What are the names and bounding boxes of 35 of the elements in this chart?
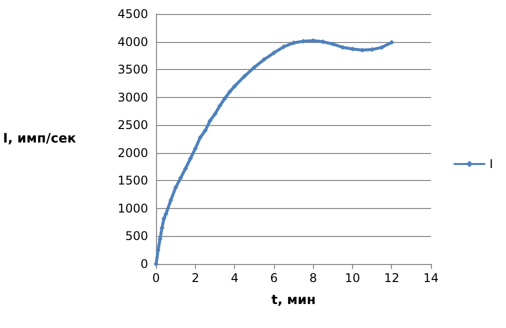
x-tick-label: 8: [309, 271, 318, 285]
point: [208, 118, 213, 124]
point: [389, 40, 394, 45]
x-tick-label: 2: [192, 271, 200, 285]
point: [227, 89, 232, 94]
x-tick-label: 14: [423, 271, 439, 285]
x-tick-label: 0: [152, 271, 160, 285]
y-tick-label: 500: [125, 229, 148, 244]
point: [178, 175, 184, 180]
point: [262, 57, 267, 62]
point: [212, 112, 218, 116]
point: [217, 103, 222, 108]
y-tick-label: 4000: [118, 34, 148, 49]
point: [202, 128, 208, 134]
x-tick-label: 4: [230, 271, 238, 285]
x-tick-label: 12: [384, 271, 400, 285]
x-axis-title: t, мин: [271, 293, 316, 308]
point: [222, 96, 228, 101]
legend-label: I: [489, 157, 494, 171]
x-tick-label: 6: [270, 271, 278, 285]
y-tick-label: 2500: [118, 118, 148, 132]
y-tick-label: 2000: [118, 146, 148, 160]
y-tick-label: 4500: [118, 7, 148, 21]
y-tick-label: 1000: [118, 201, 148, 216]
point: [271, 50, 276, 56]
y-tick-label: 0: [140, 257, 148, 271]
x-tick-label: 10: [344, 271, 360, 285]
y-tick-label: 1500: [118, 174, 148, 188]
point: [198, 134, 203, 140]
point: [242, 74, 247, 79]
point: [252, 64, 257, 70]
y-tick-label: 3000: [118, 90, 148, 104]
y-axis-title: I, имп/сек: [2, 132, 76, 146]
y-tick-label: 3500: [118, 62, 148, 77]
point: [232, 84, 238, 89]
